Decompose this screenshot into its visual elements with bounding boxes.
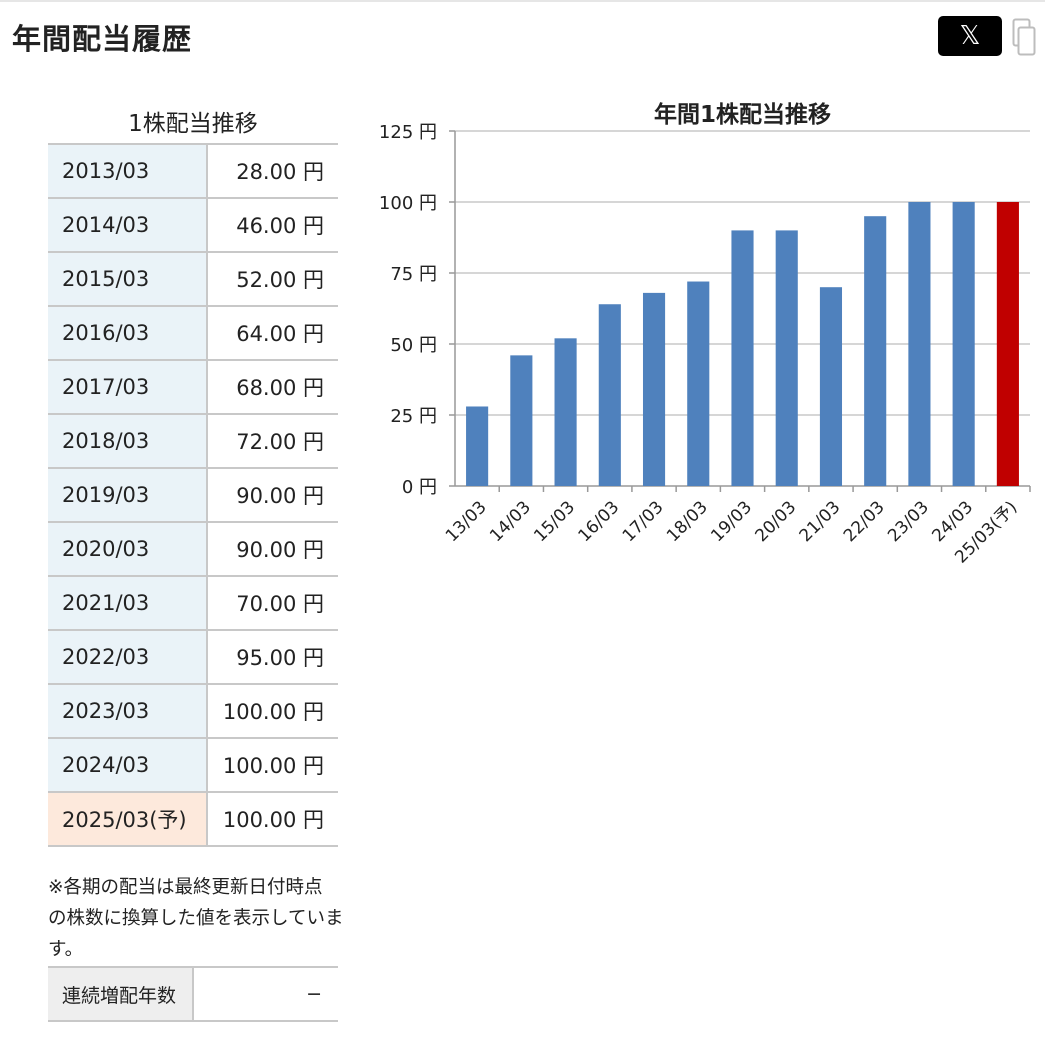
share-x-button[interactable]: 𝕏 (938, 16, 1002, 56)
top-divider (0, 0, 1045, 2)
x-tick-label: 19/03 (707, 497, 756, 546)
table-row: 2013/03 28.00 円 (48, 143, 338, 199)
x-tick-label: 13/03 (442, 497, 491, 546)
bar (510, 355, 533, 486)
y-tick-label: 75 円 (390, 264, 437, 285)
table-row: 2025/03(予) 100.00 円 (48, 792, 338, 847)
amount-cell: 100.00 円 (207, 738, 338, 793)
bar (996, 202, 1019, 486)
bar (775, 230, 798, 486)
y-tick-label: 50 円 (390, 335, 437, 356)
streak-value: − (193, 966, 338, 1022)
streak-label: 連続増配年数 (48, 966, 194, 1022)
amount-cell: 70.00 円 (207, 576, 338, 631)
bar (466, 406, 489, 486)
x-tick-label: 16/03 (575, 497, 624, 546)
amount-cell: 95.00 円 (207, 630, 338, 685)
period-cell: 2014/03 (48, 198, 208, 253)
y-tick-label: 25 円 (390, 406, 437, 427)
bar (952, 202, 975, 486)
amount-cell: 90.00 円 (207, 522, 338, 577)
amount-cell: 100.00 円 (207, 684, 338, 739)
table-row: 2014/03 46.00 円 (48, 198, 338, 253)
x-tick-label: 23/03 (884, 497, 933, 546)
period-cell: 2016/03 (48, 306, 208, 361)
bar (687, 281, 710, 486)
x-logo-icon: 𝕏 (959, 21, 981, 51)
table-row: 2020/03 90.00 円 (48, 522, 338, 577)
amount-cell: 52.00 円 (207, 252, 338, 307)
table-row: 2024/03 100.00 円 (48, 738, 338, 793)
amount-cell: 68.00 円 (207, 360, 338, 415)
table-row: 2019/03 90.00 円 (48, 468, 338, 523)
table-row: 2023/03 100.00 円 (48, 684, 338, 739)
dividend-table: 2013/03 28.00 円 2014/03 46.00 円 2015/03 52.00… (48, 143, 338, 847)
table-row: 2021/03 70.00 円 (48, 576, 338, 631)
period-cell: 2015/03 (48, 252, 208, 307)
x-tick-label: 18/03 (663, 497, 712, 546)
period-cell: 2013/03 (48, 143, 208, 199)
x-tick-label: 21/03 (796, 497, 845, 546)
x-tick-label: 22/03 (840, 497, 889, 546)
x-tick-label: 17/03 (619, 497, 668, 546)
period-cell: 2023/03 (48, 684, 208, 739)
period-cell: 2019/03 (48, 468, 208, 523)
bar (908, 202, 931, 486)
period-cell: 2022/03 (48, 630, 208, 685)
amount-cell: 28.00 円 (207, 143, 338, 199)
page-title: 年間配当履歴 (12, 22, 193, 56)
x-tick-label: 20/03 (751, 497, 800, 546)
y-tick-label: 125 円 (379, 122, 437, 143)
table-row: 2022/03 95.00 円 (48, 630, 338, 685)
period-cell: 2024/03 (48, 738, 208, 793)
dividend-bar-chart: 年間1株配当推移 0 円 25 円 50 円 75 円 100 円 125 円 13/0314… (379, 101, 1031, 568)
x-tick-label: 14/03 (486, 497, 535, 546)
bar (864, 216, 887, 486)
bar (598, 304, 621, 486)
note-line-2: の株数に換算した値を表示しています。 (48, 908, 344, 960)
table-row: 2016/03 64.00 円 (48, 306, 338, 361)
y-tick-label: 100 円 (379, 193, 437, 214)
x-tick-label: 15/03 (530, 497, 579, 546)
table-row: 2018/03 72.00 円 (48, 414, 338, 469)
chart-title: 年間1株配当推移 (654, 101, 831, 128)
bar (554, 338, 577, 486)
amount-cell: 46.00 円 (207, 198, 338, 253)
bar (642, 292, 666, 486)
amount-cell: 90.00 円 (207, 468, 338, 523)
table-row: 2015/03 52.00 円 (48, 252, 338, 307)
bar (731, 230, 754, 486)
copy-icon[interactable] (1012, 18, 1036, 56)
streak-table: 連続増配年数 − (48, 966, 338, 1022)
bar (819, 287, 843, 486)
y-tick-label: 0 円 (402, 477, 437, 498)
period-cell: 2017/03 (48, 360, 208, 415)
note-line-1: ※各期の配当は最終更新日付時点 (48, 877, 323, 898)
period-cell: 2021/03 (48, 576, 208, 631)
period-cell: 2018/03 (48, 414, 208, 469)
period-cell: 2020/03 (48, 522, 208, 577)
amount-cell: 72.00 円 (207, 414, 338, 469)
note-text: ※各期の配当は最終更新日付時点 の株数に換算した値を表示しています。 (48, 872, 348, 965)
period-cell: 2025/03(予) (48, 792, 208, 847)
table-row: 2017/03 68.00 円 (48, 360, 338, 415)
amount-cell: 64.00 円 (207, 306, 338, 361)
amount-cell: 100.00 円 (207, 792, 338, 847)
streak-row: 連続増配年数 − (48, 966, 338, 1022)
table-caption: 1株配当推移 (128, 111, 258, 137)
